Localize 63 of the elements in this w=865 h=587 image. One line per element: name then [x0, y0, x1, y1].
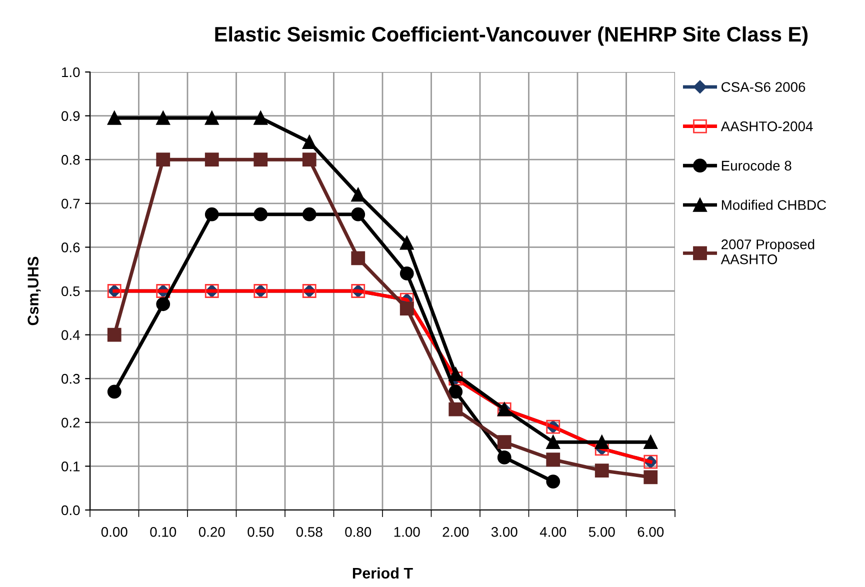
y-tick-label: 0.8 [62, 154, 80, 165]
point [156, 297, 170, 312]
point [644, 470, 658, 484]
point [400, 302, 414, 316]
x-tick-label: 0.50 [248, 527, 274, 537]
x-axis-title: Period T [352, 567, 413, 579]
point [254, 207, 268, 222]
point [302, 135, 316, 150]
point [107, 384, 122, 399]
point [204, 111, 219, 125]
point [302, 207, 316, 222]
y-tick-label: 0.5 [62, 286, 80, 296]
x-tick-label: 0.00 [101, 527, 128, 537]
point [204, 207, 219, 222]
point [497, 435, 512, 450]
point [107, 111, 122, 125]
y-tick-label: 0.4 [62, 330, 80, 340]
point [156, 152, 170, 167]
y-axis-title: Csm,UHS [28, 256, 41, 326]
y-tick-label: 0.0 [62, 505, 80, 516]
point [448, 384, 463, 399]
x-tick-label: 1.00 [394, 527, 420, 537]
y-tick-label: 0.2 [62, 418, 80, 428]
y-tick-label: 0.1 [62, 462, 80, 472]
point [254, 152, 268, 167]
point [546, 474, 560, 488]
legend-label: 2007 Proposed AASHTO [720, 239, 814, 264]
point [156, 111, 170, 125]
x-tick-label: 6.00 [638, 527, 664, 537]
point [107, 328, 122, 342]
x-tick-label: 0.10 [150, 527, 176, 537]
point [351, 188, 366, 202]
x-tick-label: 2.00 [442, 527, 469, 537]
point [497, 450, 512, 464]
x-tick-label: 0.20 [198, 527, 225, 537]
y-tick-label: 0.6 [62, 242, 80, 252]
point [594, 435, 609, 450]
chart-title: Elastic Seismic Coefficient-Vancouver (NEHRP Site Class E) [215, 26, 808, 46]
point [400, 266, 414, 280]
point [204, 152, 219, 167]
point [302, 152, 316, 167]
legend-label: Eurocode 8 [722, 160, 792, 171]
point [546, 452, 560, 467]
x-tick-label: 5.00 [588, 527, 615, 537]
y-tick-label: 1.0 [62, 67, 80, 78]
point [448, 402, 463, 416]
y-tick-label: 0.9 [62, 111, 80, 121]
legend-label: AASHTO-2004 [720, 121, 813, 132]
point [254, 111, 268, 125]
x-tick-label: 3.00 [491, 527, 518, 537]
legend-label: CSA-S6 2006 [722, 82, 806, 92]
point [400, 236, 414, 250]
point [351, 251, 366, 266]
legend-label: Modified CHBDC [722, 200, 826, 210]
x-tick-label: 0.58 [296, 527, 322, 537]
point [546, 435, 560, 450]
point [351, 207, 366, 222]
point [594, 464, 609, 478]
y-tick-label: 0.7 [62, 198, 80, 209]
point [644, 435, 658, 450]
x-tick-label: 4.00 [540, 527, 566, 537]
x-tick-label: 0.80 [345, 527, 372, 537]
y-tick-label: 0.3 [62, 374, 80, 384]
